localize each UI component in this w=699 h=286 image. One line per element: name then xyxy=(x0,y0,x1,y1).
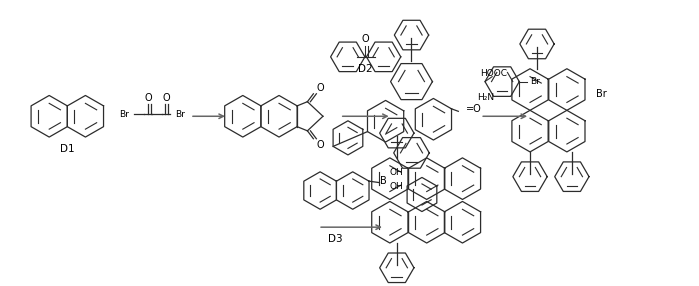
Text: D2: D2 xyxy=(359,64,373,74)
Text: O: O xyxy=(362,34,370,44)
Text: D3: D3 xyxy=(328,234,343,244)
Text: =O: =O xyxy=(466,104,482,114)
Text: Br: Br xyxy=(596,90,607,100)
Text: OH: OH xyxy=(389,168,403,177)
Text: HOOC: HOOC xyxy=(480,69,507,78)
Text: Br: Br xyxy=(531,77,540,86)
Text: H₂N: H₂N xyxy=(477,93,494,102)
Text: Br: Br xyxy=(120,110,129,119)
Text: B: B xyxy=(380,176,387,186)
Text: OH: OH xyxy=(389,182,403,191)
Text: O: O xyxy=(145,94,152,104)
Text: O: O xyxy=(162,94,170,104)
Text: O: O xyxy=(317,140,324,150)
Text: O: O xyxy=(317,83,324,93)
Text: Br: Br xyxy=(175,110,185,119)
Text: D1: D1 xyxy=(60,144,75,154)
